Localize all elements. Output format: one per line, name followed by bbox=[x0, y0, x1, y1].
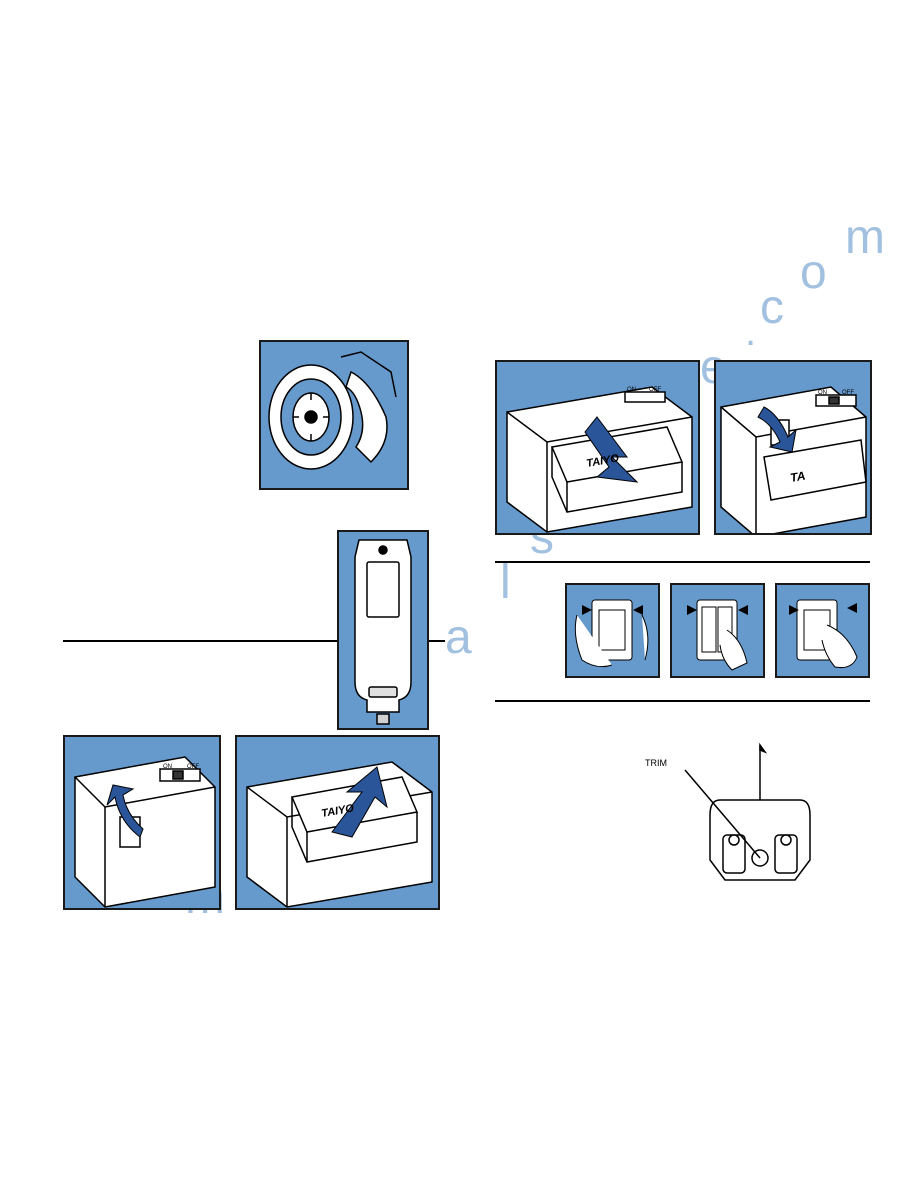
trim-label: TRIM bbox=[645, 758, 667, 768]
divider-line bbox=[63, 640, 338, 642]
manual-page: m a n u a l s h i v e . c o m bbox=[0, 0, 918, 1188]
svg-text:ON: ON bbox=[818, 390, 827, 396]
watermark-m2: m bbox=[845, 210, 885, 265]
svg-text:TA: TA bbox=[789, 469, 806, 485]
figure-battery-pack-insert: ON OFF TAIYO bbox=[495, 360, 700, 535]
watermark-dot: . bbox=[745, 310, 756, 355]
divider-line bbox=[495, 700, 870, 702]
watermark-l: l bbox=[500, 555, 511, 610]
divider-line bbox=[428, 640, 445, 642]
on-label: ON bbox=[163, 764, 172, 770]
figure-transmitter-battery-3 bbox=[775, 583, 870, 678]
off-label: OFF bbox=[187, 764, 199, 770]
figure-trim-controller: TRIM bbox=[665, 740, 845, 905]
figure-transmitter-battery-2 bbox=[670, 583, 765, 678]
watermark-c: c bbox=[760, 280, 784, 335]
figure-transmitter-battery-1 bbox=[565, 583, 660, 678]
figure-remote-back bbox=[337, 530, 429, 730]
divider-line bbox=[495, 561, 870, 563]
figure-wheel-closeup bbox=[259, 340, 409, 490]
watermark-a2: a bbox=[445, 610, 472, 665]
figure-battery-latch-open: ON OFF bbox=[63, 735, 221, 910]
figure-battery-pack-remove: TAIYO bbox=[235, 735, 440, 910]
svg-text:OFF: OFF bbox=[842, 390, 854, 396]
watermark-o: o bbox=[800, 245, 827, 300]
svg-text:OFF: OFF bbox=[649, 387, 661, 393]
figure-battery-latch-close: ON OFF TA bbox=[714, 360, 872, 535]
svg-text:ON: ON bbox=[627, 387, 636, 393]
